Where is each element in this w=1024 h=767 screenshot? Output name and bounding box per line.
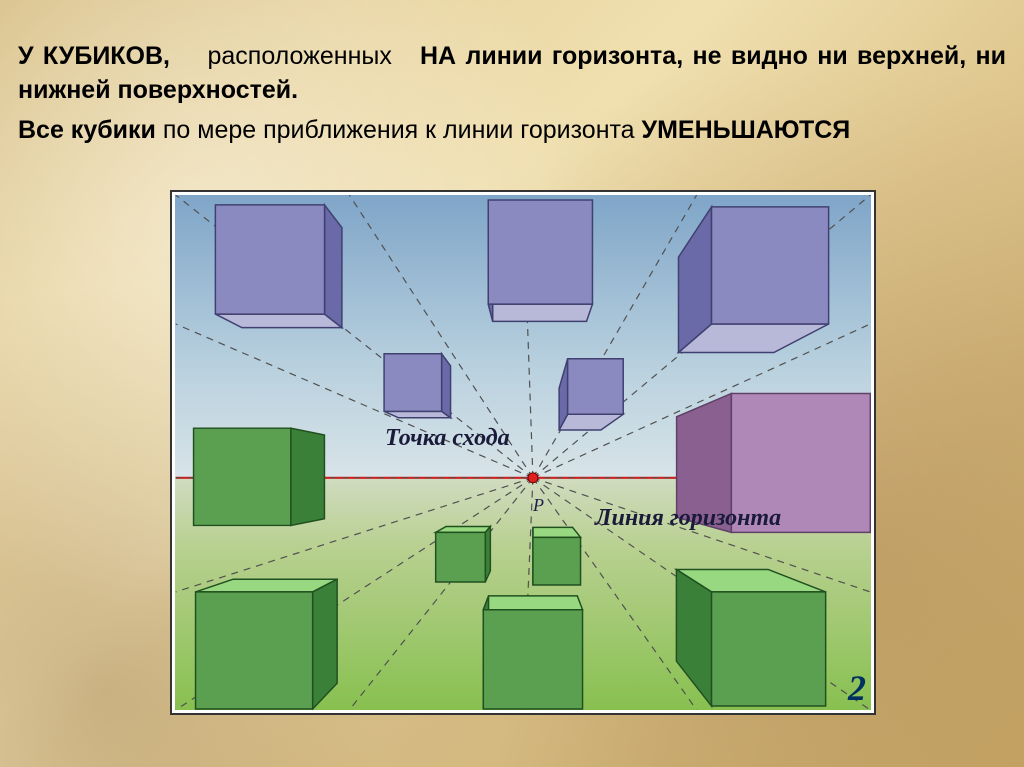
text-l2c: УМЕНЬШАЮТСЯ [642,116,851,144]
diagram-svg [175,195,871,710]
text-l1b: расположенных [207,42,391,70]
text-l1a: У КУБИКОВ, [18,42,170,70]
caption-text: У КУБИКОВ, расположенных НА линии горизо… [18,40,1006,153]
vanishing-point-label: Точка схода [385,425,510,452]
text-l2b: по мере приближения к линии горизонта [163,116,635,144]
vp-letter-label: P [533,495,544,516]
perspective-diagram: Точка схода Линия горизонта P 2 [170,190,876,715]
text-l2a: Все кубики [18,116,156,144]
page-number: 2 [848,667,866,709]
horizon-line-label: Линия горизонта [595,505,781,532]
